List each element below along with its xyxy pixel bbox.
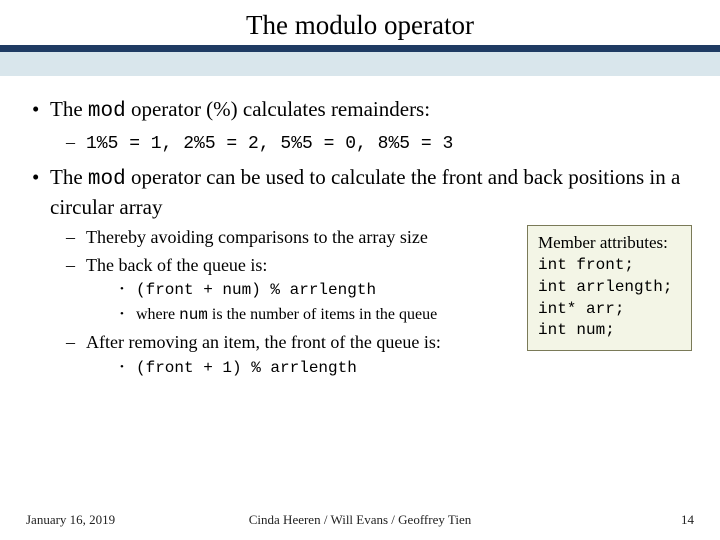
bullet-sub-sub-item: (front + 1) % arrlength	[86, 357, 517, 380]
text: Thereby avoiding comparisons to the arra…	[86, 227, 428, 247]
footer: January 16, 2019 Cinda Heeren / Will Eva…	[0, 512, 720, 528]
text: The back of the queue is:	[86, 255, 267, 275]
footer-page-number: 14	[681, 512, 694, 528]
text: operator (%) calculates remainders:	[126, 97, 430, 121]
bullet-sub-item: After removing an item, the front of the…	[50, 330, 517, 379]
slide: The modulo operator The mod operator (%)…	[0, 0, 720, 540]
code-inline: (front + 1) % arrlength	[136, 359, 357, 377]
footer-date: January 16, 2019	[26, 512, 115, 528]
bullet-item: The mod operator can be used to calculat…	[28, 164, 692, 387]
bullet-sub-item: The back of the queue is: (front + num) …	[50, 253, 517, 326]
text: where	[136, 306, 179, 323]
attr-line: int num;	[538, 320, 681, 342]
slide-title: The modulo operator	[0, 10, 720, 41]
attr-line: int arrlength;	[538, 277, 681, 299]
text: is the number of items in the queue	[208, 306, 437, 323]
code-inline: num	[179, 306, 208, 324]
code-inline: (front + num) % arrlength	[136, 281, 376, 299]
code-inline: mod	[88, 168, 126, 191]
attr-line: int* arr;	[538, 299, 681, 321]
bullet-sub-item: Thereby avoiding comparisons to the arra…	[50, 225, 517, 249]
bullet-item: The mod operator (%) calculates remainde…	[28, 96, 692, 156]
attr-line: int front;	[538, 255, 681, 277]
bullet-sub-item: 1%5 = 1, 2%5 = 2, 5%5 = 0, 8%5 = 3	[50, 130, 692, 156]
code-inline: 1%5 = 1, 2%5 = 2, 5%5 = 0, 8%5 = 3	[86, 134, 453, 154]
bullet-sub-sub-item: (front + num) % arrlength	[86, 279, 517, 302]
attr-heading: Member attributes:	[538, 232, 681, 255]
content-area: The mod operator (%) calculates remainde…	[0, 76, 720, 387]
text: The	[50, 97, 88, 121]
code-inline: mod	[88, 100, 126, 123]
bullet-list: The mod operator (%) calculates remainde…	[28, 96, 692, 387]
text: The	[50, 165, 88, 189]
member-attributes-box: Member attributes: int front; int arrlen…	[527, 225, 692, 350]
bullet-sub-sub-item: where num is the number of items in the …	[86, 304, 517, 327]
text: After removing an item, the front of the…	[86, 332, 441, 352]
title-area: The modulo operator	[0, 0, 720, 45]
divider-bar-dark	[0, 45, 720, 52]
divider-bar-light	[0, 52, 720, 76]
footer-authors: Cinda Heeren / Will Evans / Geoffrey Tie…	[249, 512, 472, 528]
text: operator can be used to calculate the fr…	[50, 165, 680, 219]
